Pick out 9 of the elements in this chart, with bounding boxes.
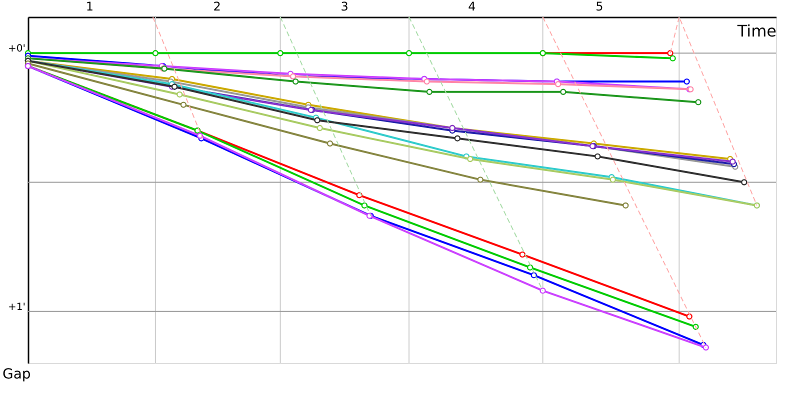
x-axis-title: Time [736,22,776,40]
y-tick-label: +1' [8,302,26,313]
x-tick-label: 2 [213,0,221,14]
x-tick-label: 3 [340,0,348,14]
x-tick-label: 4 [468,0,476,14]
x-tick-label: 5 [596,0,604,14]
x-tick-label: 1 [86,0,94,14]
y-axis-title: Gap [2,366,31,382]
y-tick-label: +0' [8,44,26,55]
